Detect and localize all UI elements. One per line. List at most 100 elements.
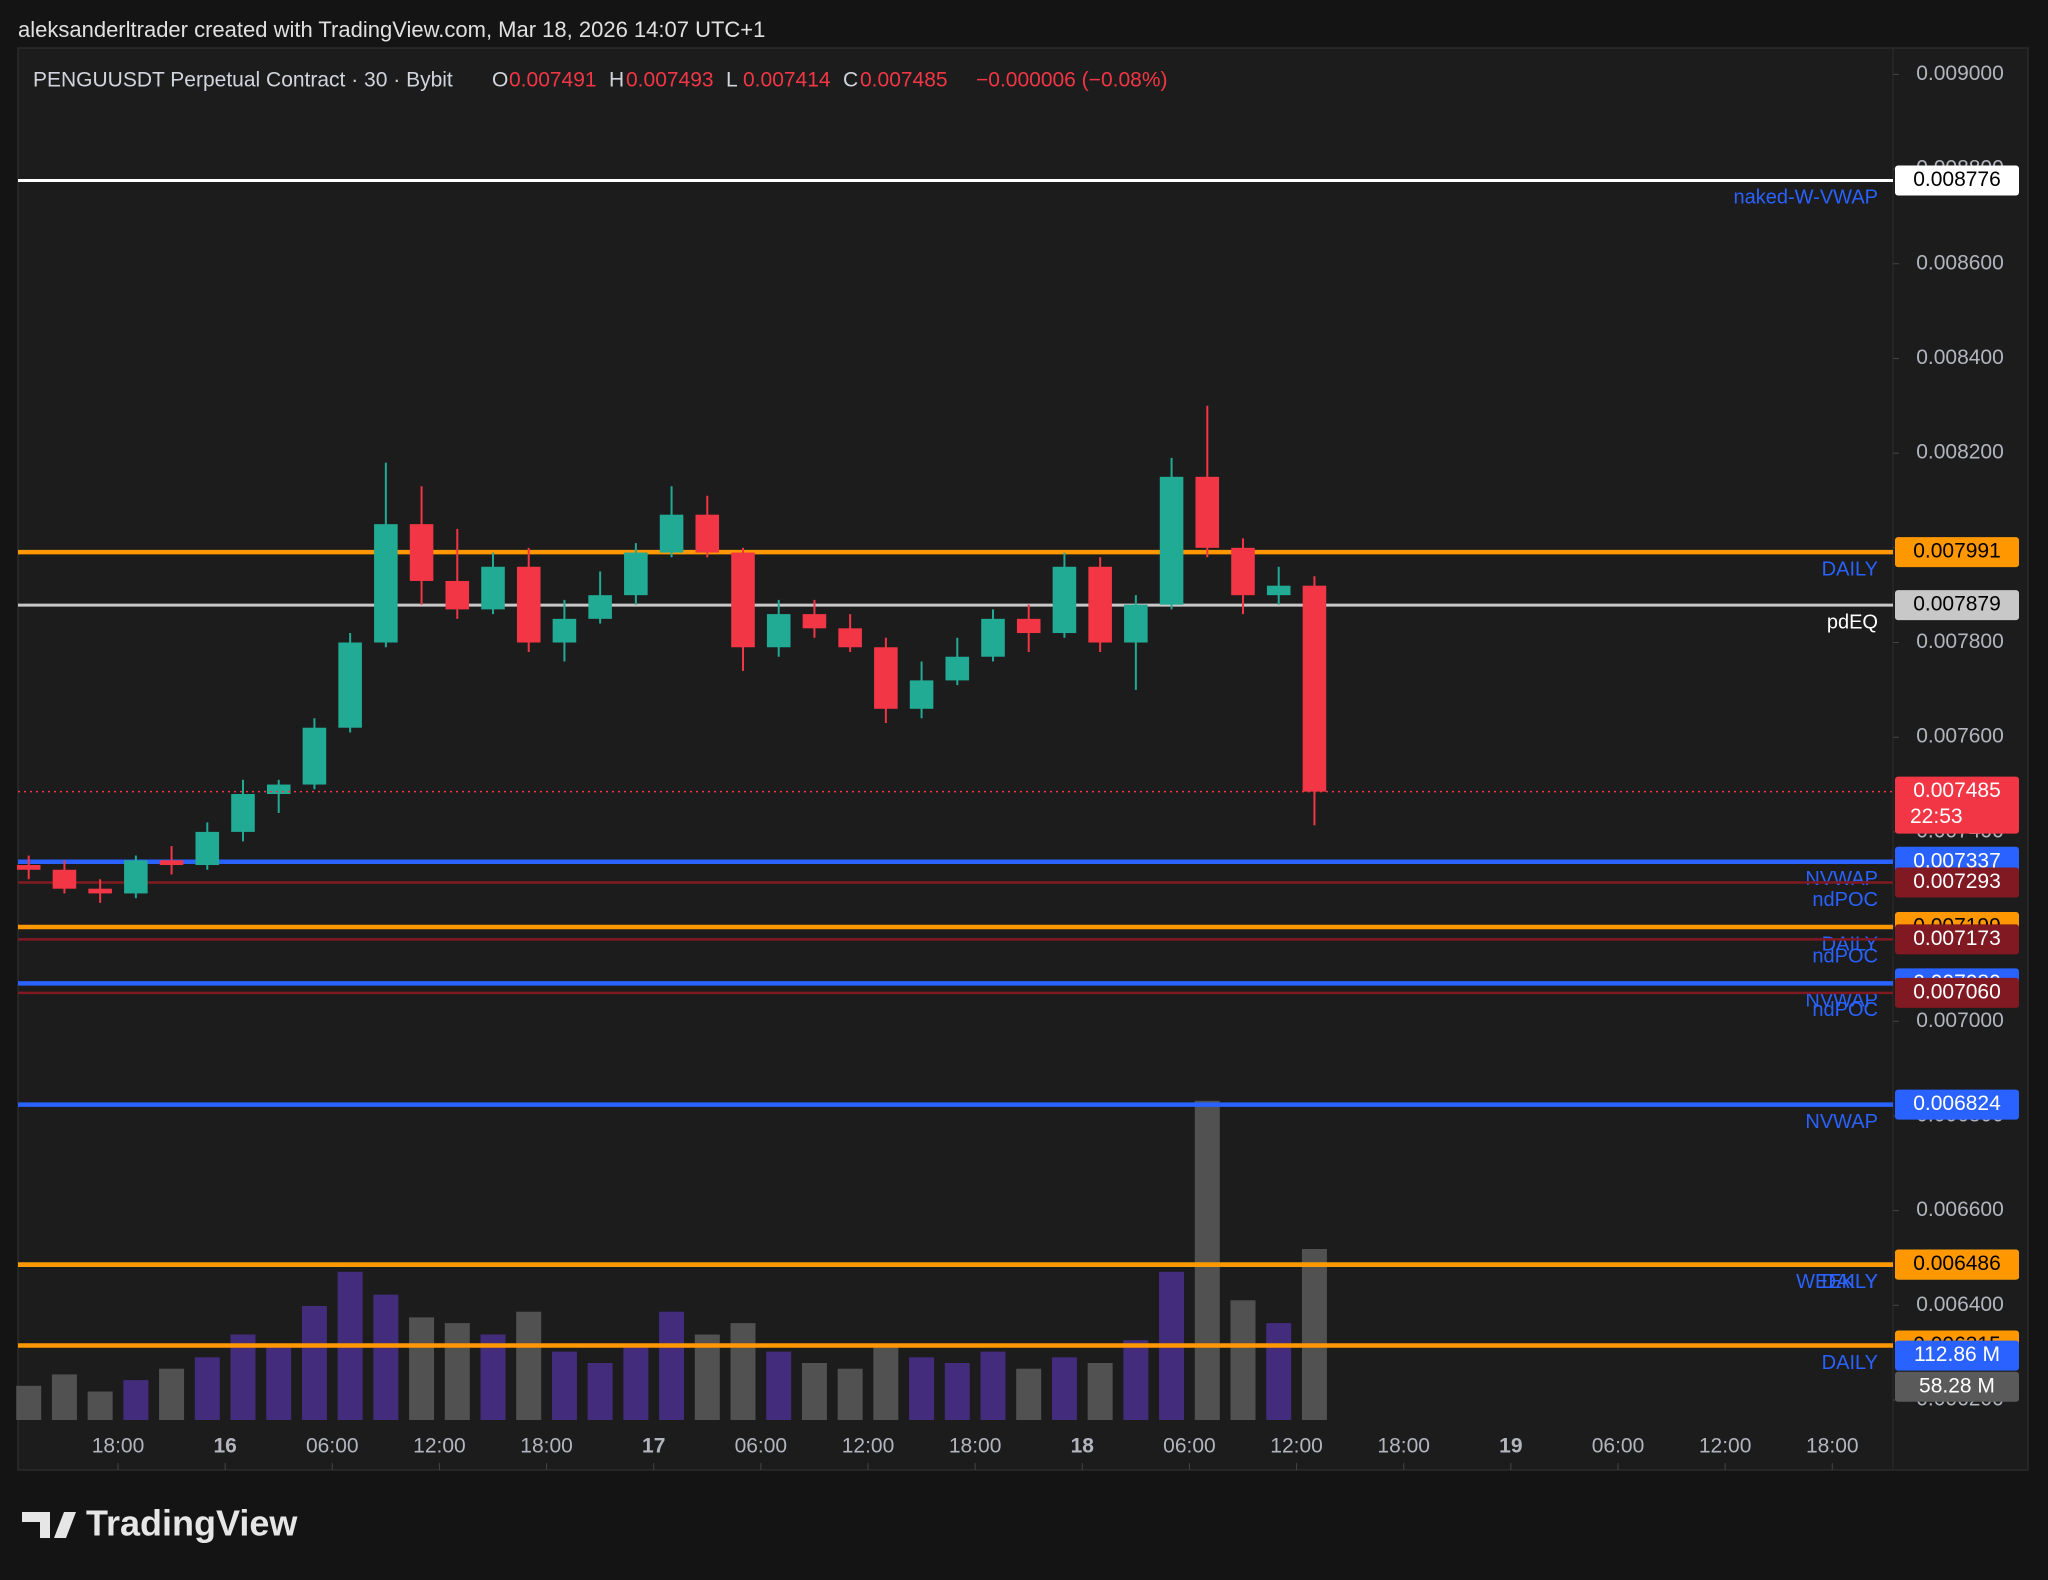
volume-bar <box>980 1351 1006 1420</box>
level-tag-label: 0.007173 <box>1913 927 2001 950</box>
volume-bar <box>373 1294 399 1420</box>
candle-body <box>1266 585 1291 596</box>
volume-bar <box>301 1306 327 1420</box>
level-name: ndPOC <box>1812 946 1878 968</box>
candle-body <box>552 618 577 643</box>
candle-body <box>659 514 684 553</box>
volume-bar <box>51 1374 77 1420</box>
x-tick-label: 18:00 <box>1377 1435 1430 1458</box>
candle-body <box>16 865 41 870</box>
x-tick-label: 18:00 <box>92 1435 145 1458</box>
candle-body <box>1195 476 1220 548</box>
candle-body <box>374 524 398 643</box>
candle-body <box>1159 476 1184 605</box>
last-price-tag <box>1895 776 2019 834</box>
volume-tag-label: 112.86 M <box>1914 1343 2000 1366</box>
brand: TradingView <box>86 1503 298 1544</box>
volume-bar <box>87 1391 113 1420</box>
volume-bar <box>623 1345 649 1420</box>
candle-body <box>338 642 362 728</box>
y-tick-label: 0.006400 <box>1916 1293 2004 1316</box>
level-tag-label: 0.008776 <box>1913 168 2001 191</box>
legend-key: L <box>726 69 738 92</box>
level-tag-label: 0.007293 <box>1913 870 2001 893</box>
candle-body <box>588 595 612 619</box>
level-name: naked-W-VWAP <box>1734 187 1878 209</box>
volume-bar <box>194 1357 220 1420</box>
candle-body <box>302 727 327 785</box>
volume-bar <box>1194 1100 1220 1420</box>
legend-key: O <box>492 69 508 92</box>
level-tag <box>1895 537 2019 568</box>
level-name: pdEQ <box>1827 611 1878 633</box>
x-tick-label: 06:00 <box>306 1435 359 1458</box>
volume-bar <box>801 1363 827 1420</box>
level-tag <box>1895 924 2019 955</box>
candle-body <box>981 618 1005 657</box>
x-tick-label: 18:00 <box>1806 1435 1859 1458</box>
volume-bar <box>480 1334 506 1420</box>
y-tick-label: 0.008400 <box>1916 346 2004 369</box>
x-tick-label: 17 <box>642 1435 665 1458</box>
candle-body <box>1124 604 1148 643</box>
legend-value: 0.007491 <box>509 69 597 92</box>
volume-bar <box>944 1363 970 1420</box>
candle-body <box>874 647 898 709</box>
level-tag <box>1895 1249 2019 1280</box>
volume-bar <box>444 1323 470 1420</box>
y-tick-label: 0.008200 <box>1916 441 2004 464</box>
x-tick-label: 06:00 <box>1163 1435 1216 1458</box>
candle-body <box>766 614 791 648</box>
level-tag-label: 0.006486 <box>1913 1252 2001 1275</box>
volume-bar <box>516 1311 542 1420</box>
logo-mark <box>22 1512 76 1538</box>
candle-body <box>695 514 720 553</box>
level-name: NVWAP <box>1805 990 1878 1012</box>
level-name: NVWAP <box>1805 1111 1878 1133</box>
candle-body <box>1052 566 1077 634</box>
candle-body <box>481 566 505 610</box>
candle-body <box>409 524 434 581</box>
chart-pane <box>17 47 2029 1471</box>
legend-value: 0.007485 <box>860 69 948 92</box>
legend-key: C <box>843 69 858 92</box>
candle-body <box>52 869 77 889</box>
volume-bar <box>1301 1249 1327 1420</box>
x-tick-label: 19 <box>1499 1435 1522 1458</box>
level-tag <box>1895 1089 2019 1120</box>
candle-body <box>1016 618 1041 634</box>
volume-bar <box>1230 1300 1256 1420</box>
level-name: ndPOC <box>1812 889 1878 911</box>
candle-body <box>802 614 827 629</box>
x-tick-label: 12:00 <box>1699 1435 1752 1458</box>
candle-body <box>445 580 470 610</box>
x-tick-label: 18:00 <box>949 1435 1002 1458</box>
volume-bar <box>730 1323 756 1420</box>
level-tag-label: 0.007879 <box>1913 593 2001 616</box>
level-tag <box>1895 165 2019 196</box>
y-tick-label: 0.006600 <box>1916 1198 2004 1221</box>
candle-body <box>1302 585 1327 792</box>
ohlc-legend: O 0.007491 H 0.007493 L 0.007414 C 0.007485 −0.0… <box>492 69 1167 92</box>
plot: 0.0062000.0064000.0066000.0068000.007000… <box>16 62 2019 1470</box>
candle-body <box>516 566 541 643</box>
candle-body <box>266 784 291 795</box>
volume-bar <box>1051 1357 1077 1420</box>
level-name: NVWAP <box>1805 868 1878 890</box>
x-tick-label: 18 <box>1071 1435 1095 1458</box>
x-tick-label: 18:00 <box>520 1435 573 1458</box>
level-tag-label: 0.007060 <box>1913 980 2001 1003</box>
volume-bar <box>1016 1368 1042 1420</box>
candle-body <box>838 628 862 648</box>
candle-body <box>231 794 255 832</box>
legend-change: −0.000006 (−0.08%) <box>976 69 1167 92</box>
volume-bar <box>909 1357 935 1420</box>
volume-bar <box>659 1311 685 1420</box>
y-tick-label: 0.007800 <box>1916 630 2004 653</box>
volume-bar <box>16 1385 42 1420</box>
legend-value: 0.007493 <box>626 69 714 92</box>
last-price-label: 0.007485 <box>1913 779 2001 802</box>
x-tick-label: 06:00 <box>735 1435 788 1458</box>
